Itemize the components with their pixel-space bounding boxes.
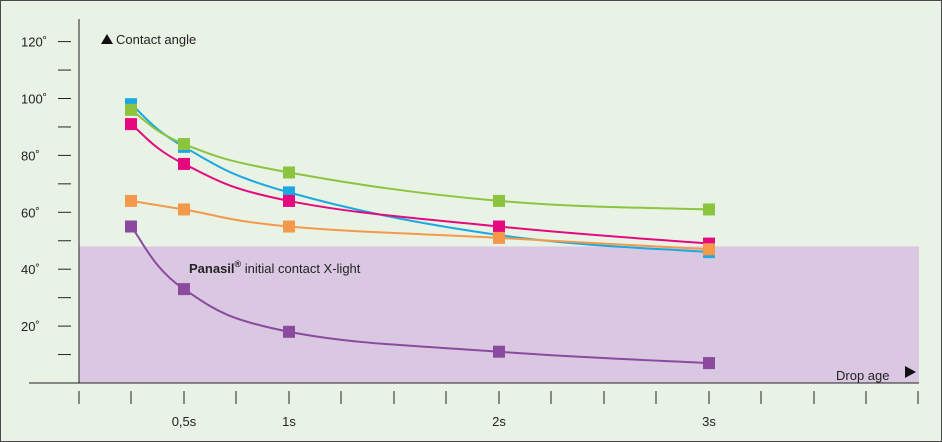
series-marker-4: [125, 220, 137, 233]
series-marker-2: [125, 118, 137, 131]
series-marker-2: [178, 157, 190, 170]
y-tick-label: 20˚: [21, 319, 40, 334]
series-line-0: [130, 103, 710, 254]
y-tick-label: 80˚: [21, 148, 40, 163]
series-line-1: [130, 109, 710, 211]
band-label-rest: initial contact X-light: [241, 261, 361, 276]
series-marker-3: [703, 243, 715, 256]
x-tick-label: 1s: [282, 414, 296, 429]
series-marker-4: [283, 325, 295, 338]
series-marker-3: [125, 194, 137, 207]
band-label-bold: Panasil: [189, 261, 235, 276]
x-tick-label: 2s: [492, 414, 506, 429]
y-tick-label: 100˚: [21, 92, 47, 107]
y-tick-label: 40˚: [21, 262, 40, 277]
series-marker-1: [178, 138, 190, 151]
y-tick-label: 60˚: [21, 205, 40, 220]
panasil-band: [79, 246, 919, 383]
band-label-registered: ®: [235, 259, 242, 269]
series-marker-3: [493, 231, 505, 244]
series-marker-3: [178, 203, 190, 216]
series-marker-3: [283, 220, 295, 233]
series-marker-4: [493, 345, 505, 358]
series-marker-2: [493, 220, 505, 233]
x-axis-label: Drop age: [836, 368, 889, 383]
y-tick-label: 120˚: [21, 35, 47, 50]
series-marker-4: [703, 357, 715, 370]
x-tick-label: 0,5s: [172, 414, 197, 429]
series-marker-1: [283, 166, 295, 179]
x-axis-arrow: [905, 366, 916, 378]
series-marker-1: [125, 103, 137, 116]
series-line-2: [130, 123, 710, 245]
y-axis-arrow: [101, 34, 113, 44]
series-marker-4: [178, 283, 190, 296]
series-marker-2: [283, 194, 295, 207]
series-line-4: [130, 225, 710, 365]
x-tick-label: 3s: [702, 414, 716, 429]
series-marker-1: [703, 203, 715, 216]
band-label: Panasil® initial contact X-light: [189, 259, 361, 276]
y-axis-label: Contact angle: [116, 32, 196, 47]
series-marker-1: [493, 194, 505, 207]
